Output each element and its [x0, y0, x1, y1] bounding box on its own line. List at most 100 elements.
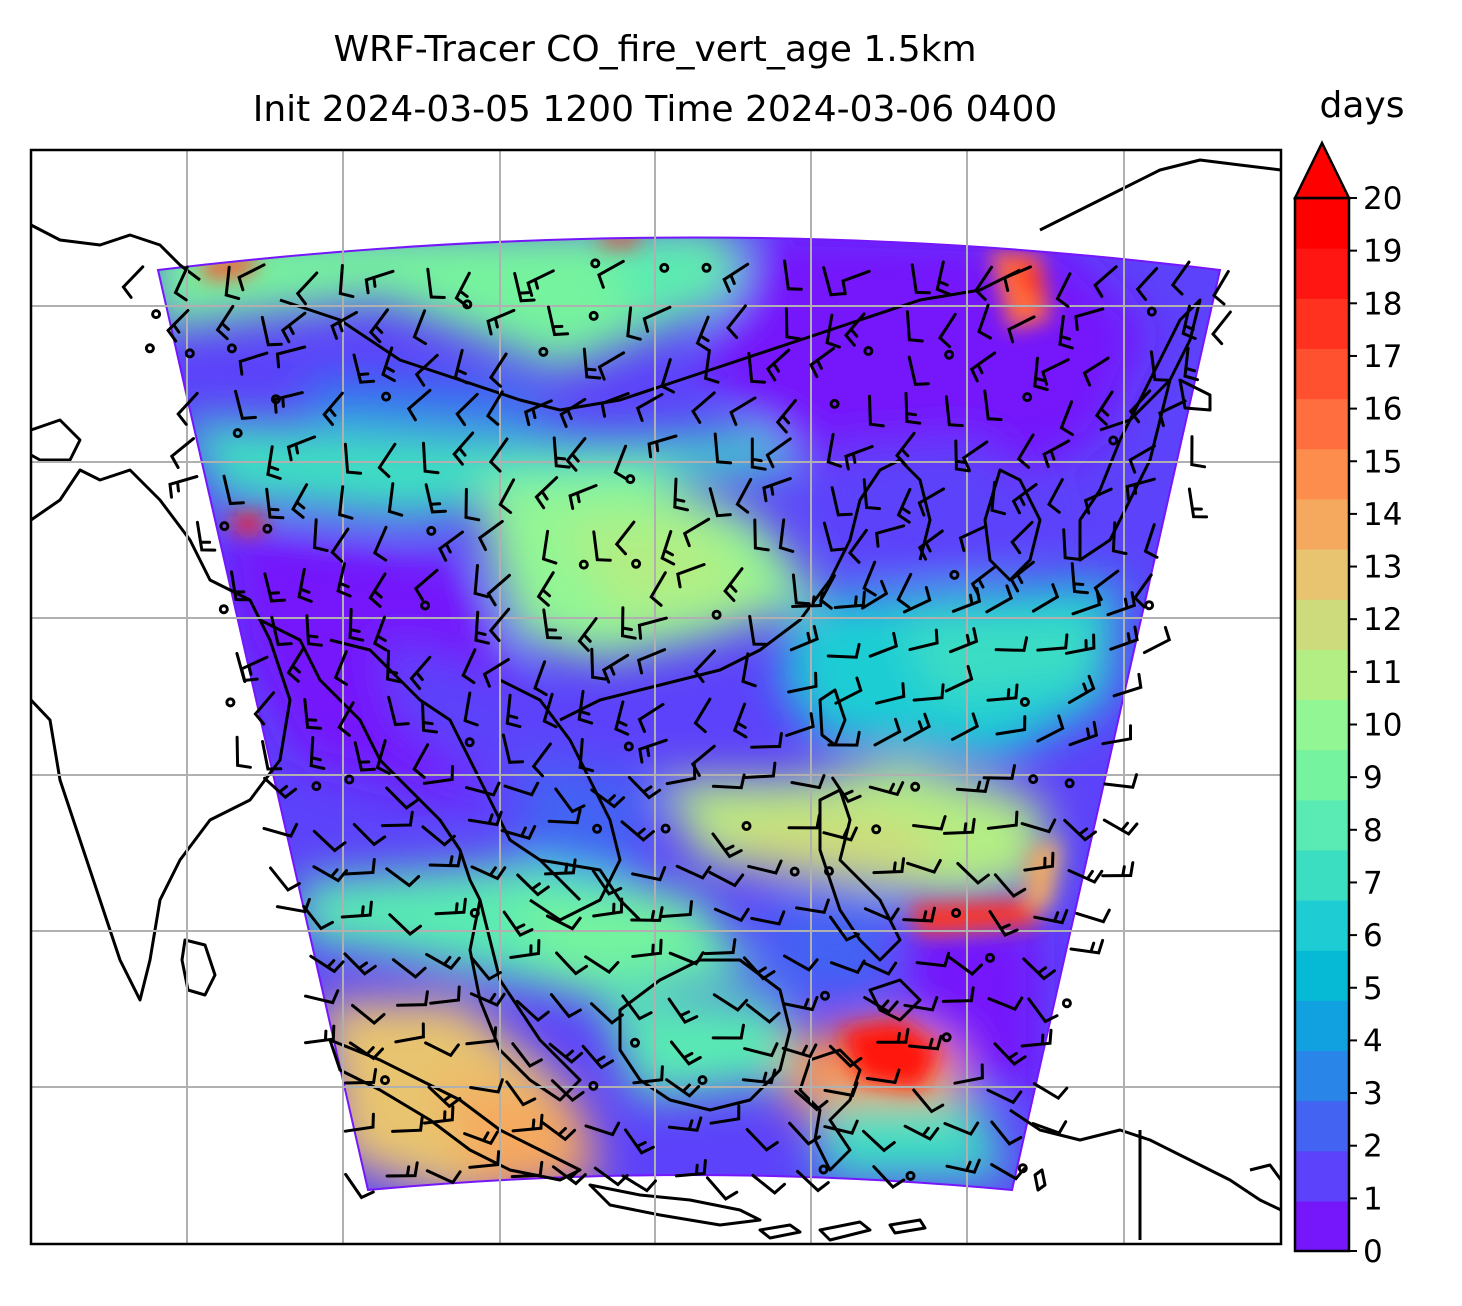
wind-barb	[748, 614, 769, 646]
calm-wind-marker	[985, 952, 995, 963]
wind-barb	[709, 1104, 741, 1125]
colorbar-block	[1295, 849, 1349, 901]
wind-barb	[510, 1160, 544, 1179]
wind-barb	[868, 781, 905, 797]
wind-barb	[582, 347, 602, 380]
wind-barb	[950, 712, 980, 741]
wind-barb	[993, 1042, 1027, 1066]
colorbar-tick-label: 11	[1363, 655, 1402, 691]
calm-wind-marker	[538, 346, 549, 357]
wind-barb	[302, 904, 334, 931]
wind-barb	[994, 636, 1029, 652]
colorbar-tick-label: 18	[1363, 286, 1402, 322]
wind-barb	[667, 997, 699, 1024]
wind-barb	[614, 520, 636, 556]
wind-barb	[385, 786, 419, 810]
wind-barb	[902, 586, 932, 614]
wind-barb	[660, 358, 675, 394]
wind-barb	[428, 851, 463, 868]
wind-barb	[729, 396, 757, 426]
wind-barb	[388, 913, 422, 936]
wind-barb	[726, 304, 747, 339]
wind-barb	[425, 952, 461, 971]
wind-barb	[631, 938, 663, 958]
wind-barb	[872, 1165, 906, 1189]
wind-barb	[833, 590, 866, 609]
wind-barb	[1047, 478, 1064, 514]
wind-barb	[312, 518, 329, 553]
wind-barb	[312, 829, 347, 853]
wind-barb	[425, 1169, 462, 1185]
wind-barb	[1009, 560, 1035, 593]
wind-barb	[822, 826, 858, 842]
wind-barb	[391, 1115, 424, 1133]
wind-barb	[364, 269, 395, 295]
wind-barb	[505, 693, 522, 729]
wind-barb	[751, 1173, 786, 1195]
wind-barb	[958, 524, 988, 552]
wind-barb	[1059, 400, 1074, 437]
domain-edge	[156, 236, 1222, 1192]
colorbar-tick-label: 0	[1363, 1234, 1383, 1270]
wind-barb	[1031, 583, 1060, 613]
calm-wind-marker	[381, 391, 392, 402]
wind-barb	[1071, 590, 1102, 616]
calm-wind-marker	[592, 823, 603, 834]
wind-barb	[826, 432, 843, 468]
wind-barb	[1101, 724, 1132, 746]
wind-barb	[1020, 818, 1057, 834]
wind-barb	[863, 996, 899, 1014]
calm-wind-marker	[380, 1075, 390, 1086]
title-line-2: Init 2024-03-05 1200 Time 2024-03-06 040…	[252, 89, 1058, 130]
wind-barb	[597, 351, 626, 381]
wind-barb	[353, 741, 376, 772]
colorbar-block	[1295, 599, 1349, 650]
calm-wind-marker	[905, 1170, 916, 1181]
wind-barb	[500, 825, 537, 840]
wind-barb	[275, 897, 311, 914]
wind-barb	[775, 399, 797, 434]
wind-barb	[613, 444, 628, 481]
colorbar-tick-label: 12	[1363, 602, 1402, 638]
wind-barb	[905, 310, 924, 343]
wind-barb	[547, 305, 570, 337]
wind-barb	[280, 311, 307, 344]
calm-wind-marker	[588, 310, 599, 321]
wind-barb	[1022, 957, 1056, 981]
colorbar-block	[1295, 699, 1349, 751]
wind-barb	[1082, 356, 1110, 387]
wind-barb	[809, 346, 836, 379]
calm-wind-marker	[863, 346, 874, 356]
wind-barb	[765, 348, 791, 382]
wind-barb	[414, 353, 439, 387]
wind-barb	[665, 763, 697, 786]
coastlines	[29, 158, 1283, 1242]
wind-barb	[861, 579, 889, 610]
wind-barb	[542, 692, 558, 729]
wind-barb	[742, 956, 776, 981]
colorbar-tick-label: 6	[1363, 918, 1383, 954]
wind-barb	[865, 1068, 901, 1085]
colorbar-block	[1295, 649, 1349, 701]
wind-barb	[912, 683, 945, 702]
wind-barb	[908, 1034, 943, 1051]
wind-barb	[949, 627, 979, 654]
wind-barb	[421, 825, 456, 847]
wind-barb	[969, 351, 997, 383]
wind-barb	[642, 305, 672, 333]
wind-barb	[239, 655, 269, 683]
colorbar-blocks	[1293, 196, 1351, 1253]
wind-barb	[169, 437, 195, 469]
wind-barb	[790, 774, 826, 790]
wind-barb	[1083, 487, 1113, 515]
wind-barb	[488, 607, 511, 642]
wind-barb	[743, 1042, 779, 1058]
wind-barb	[765, 437, 792, 469]
wind-barb	[547, 808, 582, 825]
wind-barb	[1125, 477, 1156, 501]
wind-barb	[467, 810, 503, 827]
wind-barb	[505, 1080, 537, 1107]
wind-barb	[387, 482, 404, 517]
calm-wind-marker	[462, 299, 473, 310]
